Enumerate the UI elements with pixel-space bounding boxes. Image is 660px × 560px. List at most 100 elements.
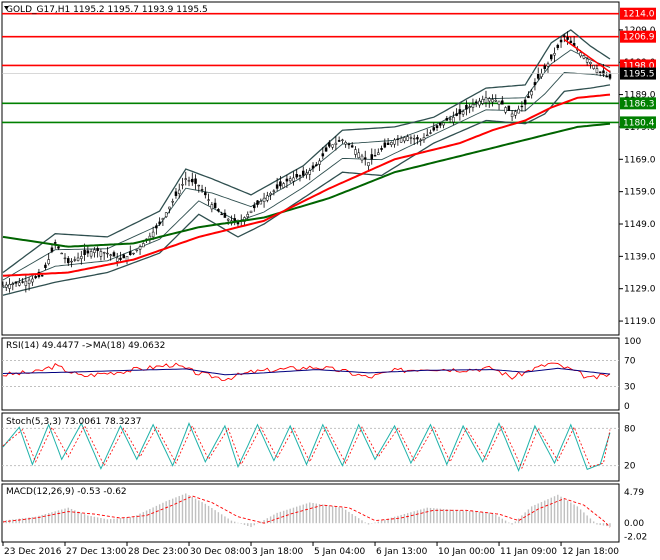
candle-body [21, 281, 24, 283]
candle-body [484, 97, 488, 103]
candle-body [517, 108, 520, 114]
candle-body [11, 283, 15, 285]
stochastic-tick-label: 80 [624, 424, 636, 434]
rsi-ma-line [2, 367, 611, 376]
price-panel[interactable]: 1209.01199.01189.01179.01169.01159.01149… [1, 1, 656, 336]
candle-body [282, 183, 285, 188]
candle-body [292, 177, 295, 182]
candle-body [298, 175, 302, 177]
level-price-tag [620, 116, 656, 129]
candle-body [18, 282, 21, 286]
rsi-panel-frame [1, 337, 620, 411]
level-price-label: 1198.0 [623, 61, 655, 71]
candle-body [99, 251, 103, 257]
candle-body [380, 148, 383, 150]
candle-body [259, 201, 263, 205]
candle-body [135, 249, 139, 251]
candle-body [523, 99, 527, 105]
candle-body [412, 138, 416, 140]
candle-body [608, 74, 612, 79]
candle-body [481, 99, 484, 104]
candle-body [83, 249, 86, 255]
candle-body [595, 68, 599, 73]
candle-body [308, 170, 312, 175]
macd-tick-label: -2.02 [624, 532, 647, 542]
candle-body [191, 178, 194, 183]
candle-body [80, 256, 83, 259]
candle-body [396, 138, 400, 140]
stochastic-panel[interactable]: 80 20 Stoch(5,3,3) 73.0061 78.3237 [1, 412, 636, 482]
candle-body [155, 225, 158, 229]
candle-body [527, 95, 530, 99]
candle-body [285, 178, 289, 182]
candle-body [279, 181, 282, 187]
candle-body [585, 58, 589, 63]
candle-body [403, 137, 406, 142]
candle-body [367, 162, 370, 167]
candle-body [383, 142, 387, 148]
candle-body [288, 178, 292, 182]
candle-body [194, 178, 197, 184]
candle-body [569, 40, 573, 44]
collapse-triangle-icon[interactable] [4, 6, 9, 10]
candle-body [112, 252, 116, 257]
candle-body [63, 257, 67, 260]
stochastic-label: Stoch(5,3,3) 73.0061 78.3237 [6, 417, 141, 427]
current-price-label: 1195.5 [623, 70, 655, 80]
candle-body [455, 113, 458, 116]
candle-body [122, 254, 125, 259]
rsi-label: RSI(14) 49.4477 ->MA(18) 49.0632 [6, 341, 165, 351]
stochastic-series [2, 422, 611, 472]
candle-body [57, 246, 60, 249]
candle-body [566, 36, 569, 40]
rsi-axis: 100 70 30 0 [2, 337, 641, 412]
macd-axis: 4.79 0.00 -2.02 [624, 488, 647, 542]
candle-body [295, 174, 298, 178]
candle-body [497, 100, 501, 105]
candle-body [406, 136, 409, 141]
level-price-tag [620, 97, 656, 110]
candle-body [494, 100, 498, 102]
candle-body [24, 280, 28, 286]
chart-symbol-header: GOLD_G17,H1 1195.2 1195.7 1193.9 1195.5 [6, 5, 208, 15]
candle-body [530, 91, 533, 96]
candle-body [217, 209, 220, 212]
candle-body [187, 180, 191, 182]
candle-body [142, 243, 145, 248]
candle-body [471, 104, 475, 108]
macd-panel-frame [1, 483, 620, 543]
candle-body [543, 65, 546, 69]
horizontal-levels[interactable]: 1214.0 1206.9 1198.0 1186.3 1180.4 [2, 7, 656, 129]
candle-body [73, 259, 77, 261]
candle-body [213, 202, 217, 209]
candle-body [536, 73, 540, 79]
candle-body [344, 142, 347, 145]
candle-body [158, 221, 161, 225]
candle-body [210, 204, 214, 210]
candle-body [468, 106, 471, 108]
candle-body [354, 149, 357, 155]
candle-body [461, 111, 465, 115]
candle-body [321, 153, 325, 157]
candle-body [553, 53, 556, 56]
candle-body [439, 122, 442, 126]
candle-body [409, 137, 413, 139]
candle-body [373, 155, 377, 157]
candle-body [540, 73, 543, 77]
candle-body [429, 132, 432, 134]
rsi-line [2, 362, 611, 381]
candle-body [275, 184, 279, 189]
candle-body [115, 257, 119, 262]
candle-body [93, 249, 96, 253]
candle-body [315, 164, 318, 167]
level-price-tag [620, 7, 656, 20]
candle-body [184, 178, 188, 180]
candle-body [386, 142, 390, 145]
time-axis: 23 Dec 2016 27 Dec 13:00 28 Dec 23:00 30 De… [2, 542, 619, 557]
macd-tick-label: 0.00 [624, 519, 644, 529]
candle-body [47, 259, 50, 264]
price-tick-label: 1139.0 [624, 252, 656, 262]
macd-panel[interactable]: 4.79 0.00 -2.02 MACD(12,26,9) -0.53 -0.62 [1, 483, 647, 543]
rsi-panel[interactable]: 100 70 30 0 RSI(14) 49.4477 ->MA(18) 49.063… [1, 337, 641, 412]
